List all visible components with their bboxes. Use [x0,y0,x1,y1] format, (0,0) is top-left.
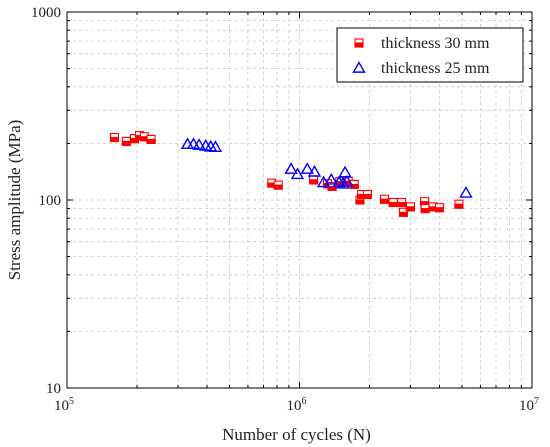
data-point [309,175,319,185]
data-point [121,136,131,146]
data-point [362,189,372,200]
x-tick-label: 107 [519,396,539,414]
x-tick-label: 105 [54,396,74,414]
data-point [336,176,350,189]
data-point [405,202,415,212]
legend-marker [354,38,364,48]
data-point [273,180,283,190]
y-tick-label: 1000 [31,5,61,21]
data-point [434,203,445,213]
y-axis-title: Stress amplitude (MPa) [5,120,24,281]
data-point [420,204,430,214]
data-point [324,172,338,185]
data-point [307,165,322,177]
data-point [300,162,314,174]
data-point [397,197,407,208]
data-point [109,132,120,143]
y-tick-label: 100 [39,193,62,209]
data-point [146,134,156,144]
data-point [284,162,298,174]
data-point [208,140,223,152]
legend-marker [352,61,366,73]
data-point [454,199,464,209]
data-point [290,167,305,180]
data-point [379,194,390,204]
axis-ticks [66,11,533,389]
data-markers [109,131,473,217]
legend: thickness 30 mm thickness 25 mm [336,27,524,83]
data-point [459,186,473,198]
legend-label: thickness 25 mm [381,60,490,77]
data-point [192,138,206,150]
legend-box [336,27,524,83]
x-tick-label: 106 [287,396,307,414]
legend-label: thickness 30 mm [381,35,490,52]
x-axis-title: Number of cycles (N) [222,425,371,444]
data-point [388,197,398,208]
tick-labels: 105 106 107 10 100 1000 [31,5,539,414]
data-point [398,207,409,217]
y-tick-label: 10 [46,381,61,397]
data-point [340,174,354,187]
data-point [338,165,352,178]
